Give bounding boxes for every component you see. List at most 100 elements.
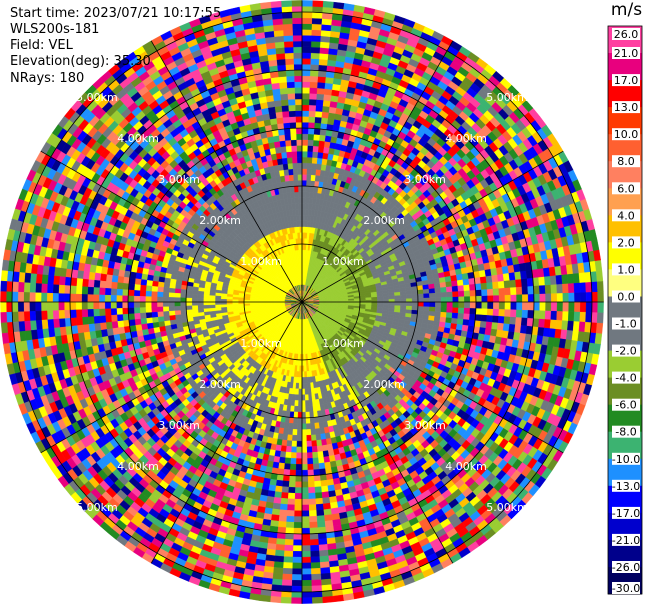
velocity-cell <box>69 293 77 303</box>
velocity-cell <box>301 58 311 65</box>
velocity-cell <box>497 280 505 289</box>
velocity-cell <box>152 275 160 283</box>
velocity-cell <box>502 272 510 282</box>
velocity-cell <box>555 274 563 285</box>
velocity-cell <box>315 105 323 112</box>
velocity-cell <box>203 304 210 310</box>
velocity-cell <box>134 278 142 286</box>
velocity-cell <box>145 301 152 308</box>
velocity-cell <box>318 58 328 66</box>
velocity-cell <box>23 292 30 303</box>
velocity-cell <box>291 5 303 13</box>
velocity-cell <box>291 17 303 25</box>
velocity-cell <box>515 278 523 288</box>
velocity-cell <box>307 145 314 152</box>
velocity-cell <box>324 82 333 90</box>
velocity-cell <box>306 168 312 175</box>
velocity-cell <box>280 99 289 107</box>
velocity-cell <box>285 145 292 153</box>
velocity-cell <box>292 40 303 48</box>
velocity-cell <box>81 278 89 288</box>
velocity-cell <box>316 87 325 95</box>
velocity-cell <box>191 294 199 299</box>
velocity-cell <box>486 281 494 290</box>
velocity-cell <box>314 110 323 118</box>
velocity-cell <box>423 297 430 303</box>
velocity-cell <box>162 301 169 308</box>
velocity-cell <box>305 191 310 199</box>
velocity-cell <box>509 279 517 288</box>
velocity-cell <box>146 279 153 287</box>
velocity-cell <box>139 296 146 303</box>
velocity-cell <box>301 220 306 227</box>
velocity-cell <box>52 301 59 311</box>
velocity-cell <box>88 271 96 281</box>
velocity-cell <box>315 99 324 107</box>
velocity-cell <box>314 116 322 124</box>
velocity-cell <box>168 292 175 298</box>
velocity-cell <box>284 52 294 60</box>
velocity-cell <box>515 286 523 295</box>
velocity-cell <box>434 292 442 298</box>
velocity-cell <box>122 313 130 322</box>
velocity-cell <box>162 292 170 298</box>
velocity-cell <box>301 110 309 117</box>
velocity-cell <box>180 289 187 295</box>
velocity-cell <box>411 297 419 303</box>
velocity-cell <box>301 52 311 59</box>
velocity-cell <box>0 312 8 324</box>
velocity-cell <box>128 319 136 327</box>
velocity-cell <box>301 203 306 210</box>
velocity-cell <box>312 139 320 147</box>
velocity-cell <box>301 208 306 216</box>
velocity-cell <box>310 40 321 48</box>
velocity-cell <box>440 291 448 298</box>
velocity-cell <box>208 301 216 306</box>
velocity-cell <box>301 34 312 42</box>
velocity-cell <box>0 322 9 334</box>
velocity-cell <box>191 305 199 310</box>
velocity-cell <box>285 151 293 159</box>
velocity-cell <box>293 180 299 187</box>
velocity-cell <box>306 156 313 164</box>
velocity-cell <box>94 322 102 332</box>
velocity-cell <box>232 296 239 301</box>
velocity-cell <box>585 291 593 303</box>
velocity-cell <box>562 292 570 303</box>
velocity-cell <box>504 287 511 296</box>
velocity-cell <box>301 81 310 88</box>
velocity-cell <box>313 128 321 135</box>
velocity-cell <box>87 286 94 295</box>
velocity-cell <box>121 295 129 303</box>
velocity-cell <box>301 191 307 198</box>
velocity-cell <box>214 295 222 300</box>
velocity-cell <box>294 87 303 94</box>
velocity-cell <box>139 290 147 297</box>
velocity-cell <box>510 286 517 295</box>
velocity-cell <box>305 185 311 193</box>
velocity-cell <box>562 283 569 294</box>
velocity-cell <box>510 294 517 303</box>
velocity-cell <box>308 104 317 112</box>
velocity-cell <box>307 122 315 129</box>
velocity-cell <box>544 275 552 286</box>
velocity-cell <box>291 151 298 158</box>
velocity-cell <box>479 275 487 284</box>
velocity-cell <box>47 275 55 285</box>
velocity-cell <box>139 312 147 320</box>
velocity-cell <box>151 316 159 324</box>
velocity-cell <box>309 180 315 187</box>
velocity-cell <box>313 122 322 130</box>
velocity-cell <box>150 301 158 308</box>
velocity-cell <box>297 185 303 193</box>
velocity-cell <box>405 294 413 299</box>
velocity-cell <box>406 297 413 303</box>
velocity-cell <box>301 145 308 152</box>
velocity-cell <box>140 279 148 286</box>
velocity-cell <box>417 297 425 303</box>
velocity-cell <box>174 301 181 307</box>
velocity-cell <box>310 168 317 176</box>
velocity-cell <box>174 283 182 290</box>
velocity-cell <box>186 289 193 295</box>
velocity-cell <box>527 293 535 303</box>
